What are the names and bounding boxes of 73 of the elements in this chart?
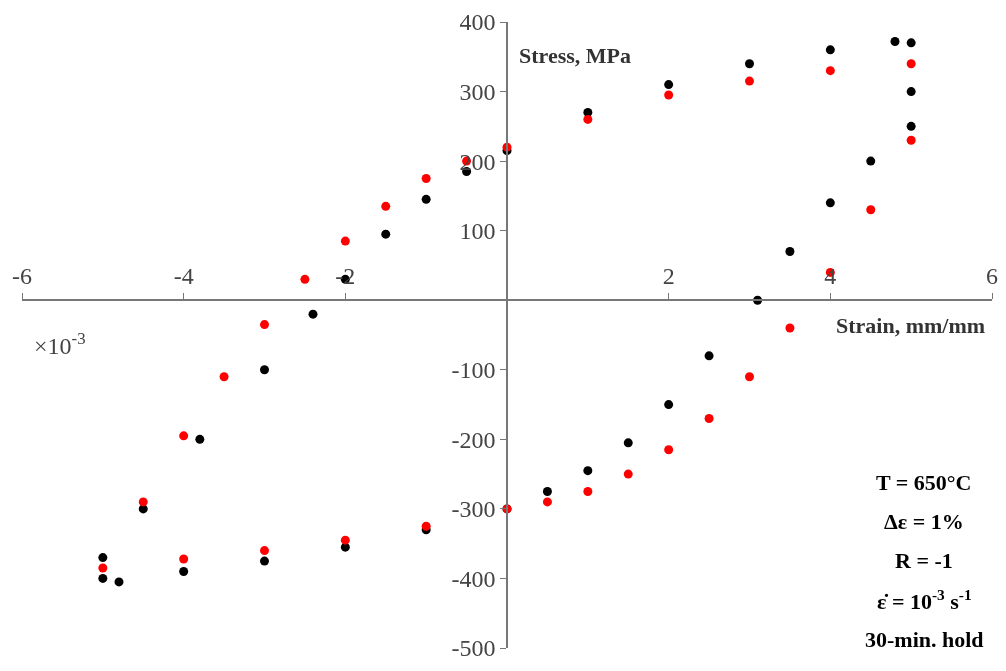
annotation: 30-min. hold [865, 627, 984, 652]
point [906, 38, 916, 48]
point [745, 76, 754, 86]
point [866, 205, 876, 215]
point [664, 90, 674, 100]
point [381, 201, 391, 211]
point [704, 351, 714, 361]
point [260, 320, 269, 330]
point [421, 174, 431, 183]
annotation: Δε = 1% [884, 509, 964, 534]
y-tick-label: -500 [451, 635, 496, 662]
y-tick-label: -100 [451, 357, 496, 384]
point [308, 309, 318, 319]
x-tick-label: -4 [173, 262, 194, 289]
point [890, 36, 900, 46]
point [825, 45, 835, 55]
point [542, 497, 552, 507]
point [114, 577, 124, 587]
point [583, 466, 593, 476]
y-axis-title: Stress, MPa [519, 43, 632, 68]
y-tick-label: -300 [451, 496, 496, 523]
point [785, 247, 795, 257]
y-tick-label: -200 [451, 426, 496, 453]
y-tick-label: 400 [459, 9, 496, 36]
point [260, 365, 269, 375]
point [906, 135, 916, 145]
annotation: R = -1 [895, 548, 953, 573]
point [664, 445, 674, 455]
y-tick-label: 300 [459, 78, 496, 105]
point [623, 469, 633, 479]
point [381, 229, 391, 239]
point [664, 80, 674, 90]
point [340, 236, 350, 246]
point [179, 431, 189, 441]
point [906, 87, 916, 97]
point [825, 198, 835, 208]
point [179, 566, 189, 576]
x-tick-label: 6 [986, 262, 998, 289]
point [421, 194, 431, 204]
y-tick-label: 100 [459, 218, 496, 245]
x-tick-label: 2 [662, 262, 675, 289]
point [785, 323, 795, 333]
annotation: ε̇ = 10$^{-3}$ s$^{-1}$ [877, 586, 972, 615]
point [179, 554, 189, 564]
point [260, 546, 269, 556]
point [340, 535, 350, 545]
y-tick-label: -400 [451, 565, 496, 592]
point [219, 372, 229, 382]
x-tick-label: -6 [12, 262, 32, 289]
point [866, 156, 876, 166]
point [421, 521, 431, 531]
point [745, 372, 754, 382]
point [542, 487, 552, 496]
point [906, 121, 916, 131]
point [583, 114, 593, 124]
point [583, 487, 593, 496]
x-tick-label: -2 [335, 262, 356, 289]
annotation: T = 650°C [876, 470, 972, 495]
point [260, 556, 269, 566]
point [704, 413, 714, 423]
point [138, 497, 148, 507]
annotation: ×10$^{-3}$ [34, 329, 86, 360]
point [98, 563, 108, 573]
point [825, 66, 835, 76]
point [664, 400, 674, 410]
point [623, 438, 633, 448]
point [98, 573, 108, 583]
point [98, 553, 108, 563]
x-axis-title: Strain, mm/mm [836, 313, 986, 338]
point [195, 434, 205, 444]
point [906, 59, 916, 69]
point [745, 59, 754, 69]
point [300, 274, 310, 284]
